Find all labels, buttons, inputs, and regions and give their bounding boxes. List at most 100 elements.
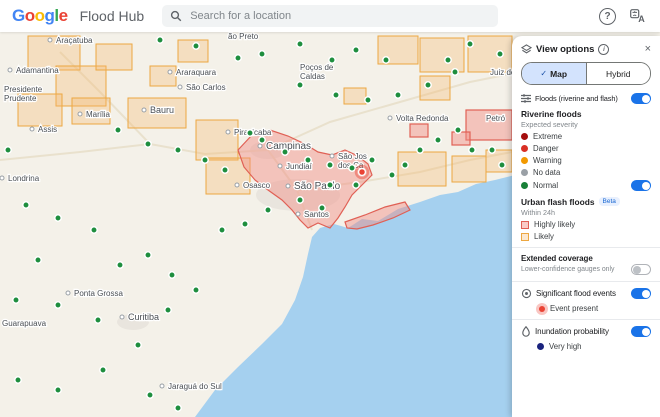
gauge-marker[interactable] <box>192 42 200 50</box>
town-dot <box>177 84 183 90</box>
logo-letter: g <box>44 6 55 25</box>
severity-label: Normal <box>533 181 559 190</box>
help-icon[interactable]: ? <box>599 7 616 25</box>
gauge-marker[interactable] <box>241 220 249 228</box>
gauge-marker[interactable] <box>326 181 334 189</box>
gauge-marker[interactable] <box>304 156 312 164</box>
gauge-marker[interactable] <box>364 96 372 104</box>
gauge-marker[interactable] <box>99 366 107 374</box>
gauge-marker[interactable] <box>468 146 476 154</box>
map-label: São Carlos <box>186 83 226 92</box>
gauge-marker[interactable] <box>246 129 254 137</box>
gauge-marker[interactable] <box>488 146 496 154</box>
gauge-marker[interactable] <box>12 296 20 304</box>
gauge-marker[interactable] <box>296 81 304 89</box>
map-label: Araçatuba <box>56 36 93 45</box>
search-input[interactable] <box>188 9 491 23</box>
flash-label: Likely <box>534 232 554 241</box>
gauge-marker[interactable] <box>168 271 176 279</box>
gauge-marker[interactable] <box>326 161 334 169</box>
gauge-marker[interactable] <box>451 68 459 76</box>
divider <box>512 247 660 248</box>
gauge-marker[interactable] <box>328 56 336 64</box>
gauge-marker[interactable] <box>234 54 242 62</box>
gauge-marker[interactable] <box>156 36 164 44</box>
gauge-marker[interactable] <box>114 126 122 134</box>
map-label: Assis <box>38 125 57 134</box>
gauge-marker[interactable] <box>134 341 142 349</box>
gauge-marker[interactable] <box>174 146 182 154</box>
gauge-marker[interactable] <box>144 251 152 259</box>
gauge-marker[interactable] <box>368 156 376 164</box>
gauge-marker[interactable] <box>382 56 390 64</box>
event-marker-ring <box>354 164 370 180</box>
gauge-marker[interactable] <box>221 166 229 174</box>
gauge-marker[interactable] <box>466 40 474 48</box>
town-dot <box>225 129 231 135</box>
close-icon[interactable]: × <box>644 43 651 55</box>
gauge-marker[interactable] <box>90 226 98 234</box>
extended-coverage-toggle[interactable] <box>631 264 651 275</box>
gauge-marker[interactable] <box>192 286 200 294</box>
gauge-marker[interactable] <box>348 164 356 172</box>
gauge-marker[interactable] <box>218 226 226 234</box>
gauge-marker[interactable] <box>164 306 172 314</box>
tab-map-label: Map <box>550 68 568 79</box>
normal-toggle[interactable] <box>631 180 651 191</box>
gauge-marker[interactable] <box>318 204 326 212</box>
flash-flood-likely-area <box>467 35 513 73</box>
svg-text:A: A <box>638 14 645 23</box>
gauge-marker[interactable] <box>144 140 152 148</box>
gauge-marker[interactable] <box>116 261 124 269</box>
gauge-marker[interactable] <box>94 316 102 324</box>
gauge-marker[interactable] <box>54 301 62 309</box>
event-marker[interactable] <box>357 167 367 177</box>
tab-hybrid[interactable]: Hybrid <box>585 63 650 84</box>
road <box>59 51 151 145</box>
event-present-dot <box>539 305 545 312</box>
inundation-toggle[interactable] <box>631 326 651 337</box>
map-label: Curitiba <box>128 312 159 322</box>
gauge-marker[interactable] <box>352 181 360 189</box>
gauge-marker[interactable] <box>296 40 304 48</box>
gauge-marker[interactable] <box>296 196 304 204</box>
gauge-marker[interactable] <box>258 50 266 58</box>
search-box[interactable] <box>162 5 499 27</box>
gauge-marker[interactable] <box>281 148 289 156</box>
gauge-marker[interactable] <box>4 146 12 154</box>
gauge-marker[interactable] <box>54 214 62 222</box>
translate-icon[interactable]: A <box>630 9 646 23</box>
severity-legend-item: Danger <box>521 144 651 153</box>
gauge-marker[interactable] <box>401 161 409 169</box>
town-dot <box>0 175 5 181</box>
gauge-marker[interactable] <box>264 206 272 214</box>
gauge-marker[interactable] <box>498 161 506 169</box>
beta-badge: Beta <box>598 196 620 206</box>
gauge-marker[interactable] <box>388 171 396 179</box>
gauge-marker[interactable] <box>22 201 30 209</box>
events-toggle[interactable] <box>631 288 651 299</box>
map-label: Osasco <box>243 181 271 190</box>
gauge-marker[interactable] <box>424 81 432 89</box>
gauge-marker[interactable] <box>352 46 360 54</box>
gauge-marker[interactable] <box>496 50 504 58</box>
gauge-marker[interactable] <box>54 386 62 394</box>
town-dot <box>119 314 125 320</box>
tab-map[interactable]: ✓ Map <box>522 63 586 84</box>
gauge-marker[interactable] <box>34 256 42 264</box>
logo-letter: e <box>58 6 68 25</box>
gauge-marker[interactable] <box>394 91 402 99</box>
gauge-marker[interactable] <box>454 126 462 134</box>
gauge-marker[interactable] <box>416 146 424 154</box>
gauge-marker[interactable] <box>444 56 452 64</box>
info-icon[interactable]: i <box>598 44 610 55</box>
gauge-marker[interactable] <box>174 404 182 412</box>
extended-coverage-title: Extended coverage <box>521 254 593 263</box>
gauge-marker[interactable] <box>14 376 22 384</box>
gauge-marker[interactable] <box>434 136 442 144</box>
floods-toggle[interactable] <box>631 93 651 104</box>
gauge-marker[interactable] <box>146 391 154 399</box>
gauge-marker[interactable] <box>332 91 340 99</box>
gauge-marker[interactable] <box>201 156 209 164</box>
gauge-marker[interactable] <box>258 136 266 144</box>
